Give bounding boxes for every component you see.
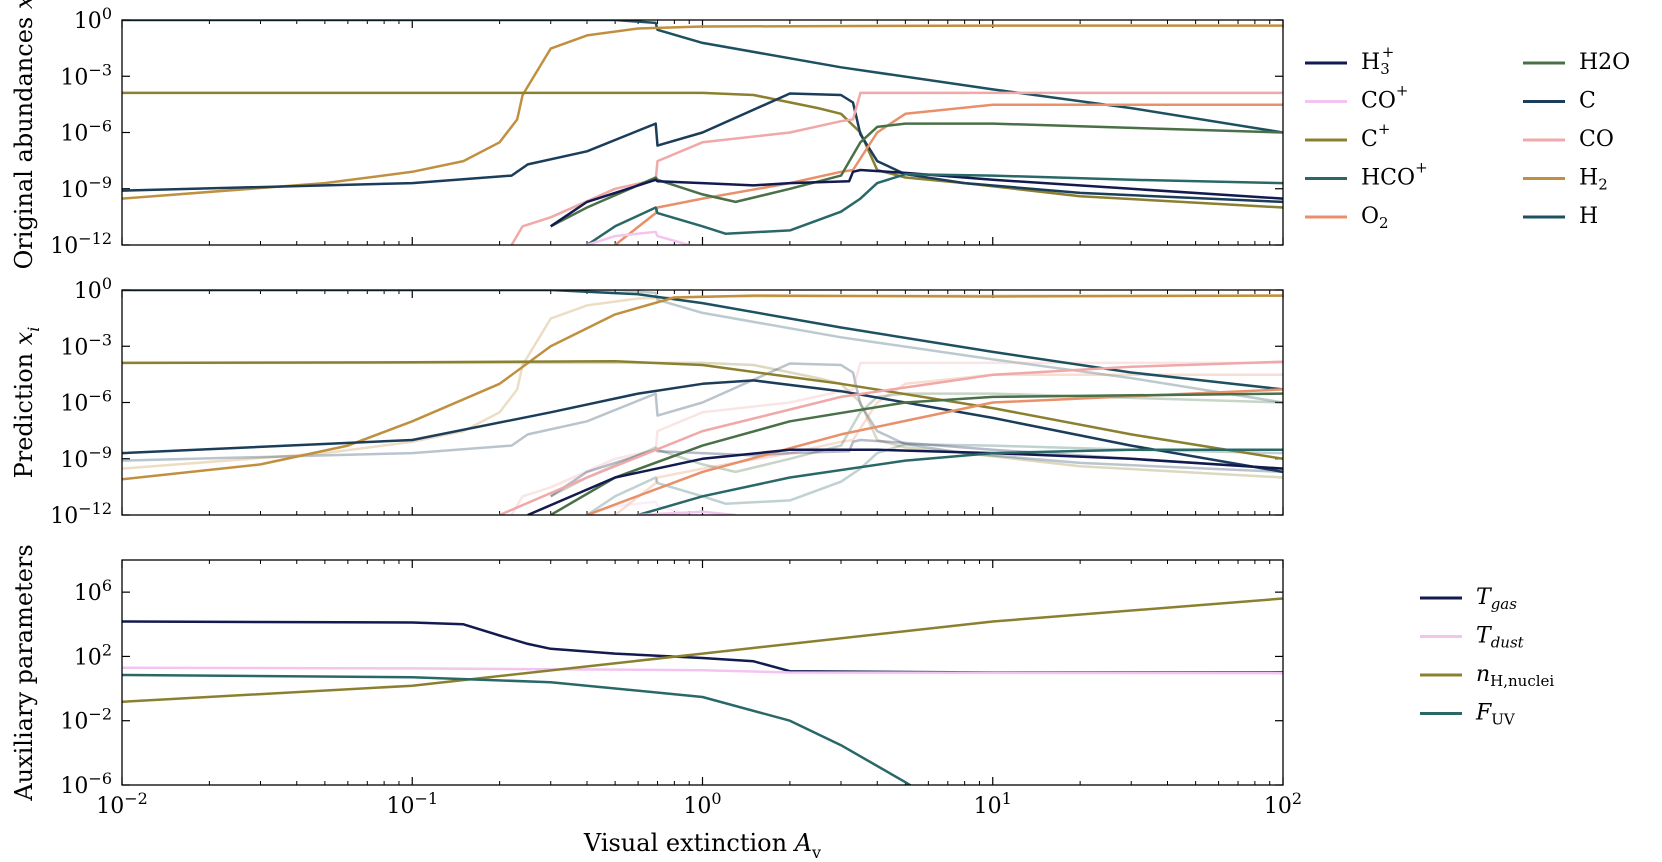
legend-label-t-dust: Tdust — [1476, 624, 1525, 652]
legend-item-n-h-nuclei: nH,nuclei — [1420, 662, 1554, 690]
reference-line-o2 — [614, 373, 1283, 515]
legend-item-hco: HCO+ — [1305, 159, 1428, 191]
legend-item-h3: H3+ — [1305, 43, 1394, 78]
legend-item-t-gas: Tgas — [1420, 585, 1517, 613]
reference-line-c — [122, 361, 1283, 479]
plot-frame — [121, 19, 1284, 246]
y-tick-label: 100 — [74, 4, 112, 34]
x-tick-label: 102 — [1264, 789, 1302, 819]
series-line-h2o — [550, 392, 1283, 515]
legend-label-h2o: H2O — [1579, 50, 1630, 75]
legend-label-o2: O2 — [1361, 204, 1389, 232]
legend-item-t-dust: Tdust — [1420, 624, 1525, 652]
x-tick-label: 100 — [683, 789, 721, 819]
series-line-t-gas — [122, 620, 1283, 674]
y-tick-label: 10−12 — [50, 229, 112, 259]
series-line-t-dust — [122, 666, 1283, 675]
y-axis-label: Prediction xi — [10, 327, 43, 479]
x-tick-label: 10−2 — [96, 789, 148, 819]
legend-label-h3: H3+ — [1361, 43, 1394, 78]
series-group — [122, 597, 1283, 785]
legend-item-c: C+ — [1305, 120, 1390, 152]
series-line-h2 — [122, 294, 1283, 481]
y-tick-label: 10−9 — [60, 173, 112, 203]
legend-label-co: CO+ — [1361, 82, 1408, 114]
legend-label-hco: HCO+ — [1361, 159, 1428, 191]
series-line-c — [122, 379, 1283, 474]
series-line-co — [638, 510, 736, 515]
legend-label-h2: H2 — [1579, 166, 1608, 194]
series-line-c — [122, 91, 1283, 209]
legend-label-t-gas: Tgas — [1476, 585, 1517, 613]
series-line-o2 — [586, 388, 1283, 515]
y-tick-label: 10−6 — [60, 387, 112, 417]
reference-line-hco — [586, 442, 1283, 515]
legend-label-co: CO — [1579, 127, 1614, 152]
y-tick-label: 10−6 — [60, 117, 112, 147]
x-axis: 10−2 10−1 100 101 102 Visual extinction Av — [96, 789, 1302, 862]
legend-label-f-uv: FUV — [1475, 701, 1516, 729]
series-line-c — [122, 359, 1283, 461]
y-axis-label: Original abundances x — [10, 0, 38, 269]
panel-original: 100 10−3 10−6 10−9 10−12 Original abundances … — [10, 0, 1630, 269]
series-line-h2 — [122, 24, 1283, 200]
legend: H3+ CO+ C+ HCO+ O2 H2O C CO H2 H — [1305, 43, 1630, 232]
series-line-h3 — [550, 168, 1283, 228]
reference-line-c — [122, 362, 1283, 474]
x-tick-label: 101 — [974, 789, 1012, 819]
legend-item-co: CO+ — [1305, 82, 1408, 114]
x-axis-label: Visual extinction Av — [583, 829, 821, 862]
series-group — [122, 20, 1283, 245]
y-tick-label: 106 — [74, 576, 112, 606]
legend-label-h: H — [1579, 204, 1598, 229]
panel-auxiliary: 106 102 10−2 10−6 Auxiliary parameters Tgas Td… — [10, 544, 1554, 801]
y-tick-label: 10−12 — [50, 499, 112, 529]
y-tick-label: 10−6 — [60, 769, 112, 799]
legend-label-n-h-nuclei: nH,nuclei — [1476, 662, 1554, 690]
legend-item-c: C — [1523, 89, 1596, 114]
y-tick-label: 100 — [74, 274, 112, 304]
series-line-c — [122, 92, 1283, 204]
series-line-hco — [586, 172, 1283, 245]
reference-line-h2 — [122, 294, 1283, 470]
legend-item-f-uv: FUV — [1420, 701, 1516, 729]
legend-item-h2: H2 — [1523, 166, 1608, 194]
series-line-h3 — [527, 448, 1283, 515]
series-line-h — [122, 290, 1283, 391]
legend: Tgas Tdust nH,nuclei FUV — [1420, 585, 1554, 729]
series-line-co — [499, 360, 1283, 515]
legend-label-c: C+ — [1361, 120, 1390, 152]
series-line-h2o — [550, 122, 1283, 228]
series-line-n-h-nuclei — [122, 597, 1283, 704]
y-tick-label: 102 — [74, 640, 112, 670]
legend-item-co: CO — [1523, 127, 1614, 152]
legend-label-c: C — [1579, 89, 1596, 114]
legend-item-h: H — [1523, 204, 1598, 229]
plot-frame — [121, 289, 1284, 516]
reference-line-co — [510, 361, 1283, 515]
series-line-h — [122, 20, 1283, 134]
y-tick-label: 10−9 — [60, 443, 112, 473]
y-tick-label: 10−3 — [60, 60, 112, 90]
series-line-co — [586, 230, 690, 245]
legend-item-o2: O2 — [1305, 204, 1389, 232]
y-axis-label: Auxiliary parameters — [10, 544, 38, 801]
y-tick-label: 10−3 — [60, 330, 112, 360]
series-line-co — [510, 91, 1283, 245]
series-group — [122, 290, 1283, 515]
plot-frame — [121, 559, 1284, 786]
reference-line-h — [122, 290, 1283, 404]
y-tick-label: 10−2 — [60, 705, 112, 735]
series-line-hco — [637, 448, 1283, 515]
series-line-f-uv — [122, 673, 913, 785]
x-tick-label: 10−1 — [386, 789, 438, 819]
legend-item-h2o: H2O — [1523, 50, 1630, 75]
